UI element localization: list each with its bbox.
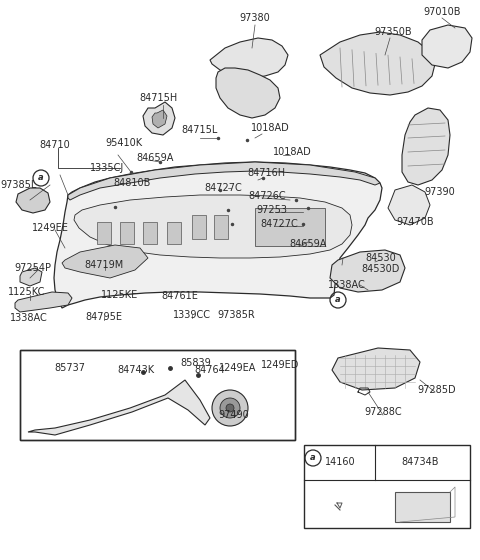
Polygon shape — [210, 38, 288, 78]
Text: 97390: 97390 — [425, 187, 456, 197]
Text: 97470B: 97470B — [396, 217, 434, 227]
Text: 1338AC: 1338AC — [10, 313, 48, 323]
Polygon shape — [402, 108, 450, 185]
Text: 84715H: 84715H — [139, 93, 177, 103]
Polygon shape — [62, 245, 148, 278]
Polygon shape — [15, 292, 72, 312]
Text: a: a — [38, 174, 44, 183]
Text: 97385R: 97385R — [217, 310, 255, 320]
Text: 1018AD: 1018AD — [251, 123, 289, 133]
Polygon shape — [152, 110, 167, 128]
Text: 84659A: 84659A — [136, 153, 174, 163]
Text: 14160: 14160 — [324, 457, 355, 467]
Bar — [143, 222, 157, 244]
Text: 1335CJ: 1335CJ — [90, 163, 124, 173]
Text: 97253: 97253 — [256, 205, 288, 215]
Text: 1125KE: 1125KE — [101, 290, 139, 300]
Text: 84743K: 84743K — [118, 365, 155, 375]
Bar — [20, 350, 295, 440]
Bar — [395, 492, 450, 522]
Text: 1249EA: 1249EA — [219, 363, 257, 373]
Text: 84716H: 84716H — [247, 168, 285, 178]
Polygon shape — [74, 195, 352, 258]
Text: 84727C: 84727C — [204, 183, 242, 193]
Polygon shape — [320, 32, 435, 95]
Polygon shape — [143, 102, 175, 135]
Circle shape — [220, 398, 240, 418]
Text: 1018AD: 1018AD — [273, 147, 312, 157]
Text: 85839: 85839 — [180, 358, 211, 368]
Text: 97285D: 97285D — [418, 385, 456, 395]
Circle shape — [212, 390, 248, 426]
Text: 1249ED: 1249ED — [261, 360, 299, 370]
Text: 85737: 85737 — [55, 363, 85, 373]
Polygon shape — [28, 380, 210, 435]
Polygon shape — [330, 250, 405, 292]
Circle shape — [226, 404, 234, 412]
Text: 97385L: 97385L — [1, 180, 37, 190]
Text: 84727C: 84727C — [260, 219, 298, 229]
Text: 97490: 97490 — [218, 410, 250, 420]
Polygon shape — [388, 185, 430, 225]
Bar — [214, 215, 228, 239]
Polygon shape — [216, 68, 280, 118]
Text: 84530: 84530 — [366, 253, 396, 263]
Polygon shape — [422, 25, 472, 68]
Text: 84795E: 84795E — [85, 312, 122, 322]
Text: 1338AC: 1338AC — [328, 280, 366, 290]
Text: 97254P: 97254P — [14, 263, 51, 273]
Bar — [20, 350, 295, 440]
Polygon shape — [16, 188, 50, 213]
Text: 84764: 84764 — [194, 365, 226, 375]
Text: 97288C: 97288C — [364, 407, 402, 417]
Bar — [97, 222, 111, 244]
Text: 84810B: 84810B — [113, 178, 151, 188]
Polygon shape — [20, 268, 42, 286]
Text: 1339CC: 1339CC — [173, 310, 211, 320]
Text: 84726C: 84726C — [248, 191, 286, 201]
Text: 97350B: 97350B — [374, 27, 412, 37]
Polygon shape — [332, 348, 420, 390]
Bar — [255, 208, 325, 246]
Text: 84734B: 84734B — [401, 457, 439, 467]
Polygon shape — [54, 162, 382, 308]
Text: 97380: 97380 — [240, 13, 270, 23]
Bar — [167, 222, 181, 244]
Text: 84719M: 84719M — [84, 260, 124, 270]
Polygon shape — [68, 162, 380, 200]
Text: 84761E: 84761E — [162, 291, 198, 301]
Bar — [120, 222, 134, 244]
Bar — [192, 215, 206, 239]
Text: 97010B: 97010B — [423, 7, 461, 17]
Text: 95410K: 95410K — [106, 138, 143, 148]
Text: 84530D: 84530D — [362, 264, 400, 274]
Text: 1249EE: 1249EE — [32, 223, 69, 233]
Text: 1125KC: 1125KC — [8, 287, 46, 297]
Text: 84710: 84710 — [40, 140, 71, 150]
Text: 84715L: 84715L — [182, 125, 218, 135]
Text: a: a — [335, 296, 341, 305]
Text: a: a — [310, 454, 316, 463]
Bar — [304, 445, 470, 528]
Text: 84659A: 84659A — [289, 239, 327, 249]
